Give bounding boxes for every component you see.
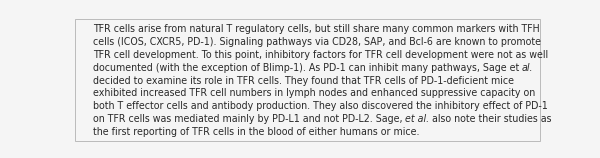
- Text: TFR cells arise from natural T regulatory cells, but still share many common mar: TFR cells arise from natural T regulator…: [92, 24, 539, 34]
- Text: cells (ICOS, CXCR5, PD-1). Signaling pathways via CD28, SAP, and Bcl-6 are known: cells (ICOS, CXCR5, PD-1). Signaling pat…: [92, 37, 541, 47]
- Text: documented (with the exception of Blimp-1). As PD-1 can inhibit many pathways, S: documented (with the exception of Blimp-…: [92, 63, 522, 73]
- FancyBboxPatch shape: [75, 19, 540, 141]
- Text: the first reporting of TFR cells in the blood of either humans or mice.: the first reporting of TFR cells in the …: [92, 127, 419, 137]
- Text: TFR cell development. To this point, inhibitory factors for TFR cell development: TFR cell development. To this point, inh…: [92, 50, 548, 60]
- Text: on TFR cells was mediated mainly by PD-L1 and not PD-L2. Sage,: on TFR cells was mediated mainly by PD-L…: [92, 114, 405, 124]
- Text: al.: al.: [522, 63, 533, 73]
- Text: exhibited increased TFR cell numbers in lymph nodes and enhanced suppressive cap: exhibited increased TFR cell numbers in …: [92, 88, 535, 98]
- Text: decided to examine its role in TFR cells. They found that TFR cells of PD-1-defi: decided to examine its role in TFR cells…: [92, 76, 514, 85]
- Text: both T effector cells and antibody production. They also discovered the inhibito: both T effector cells and antibody produ…: [92, 101, 547, 111]
- Text: also note their studies as: also note their studies as: [429, 114, 552, 124]
- Text: et al.: et al.: [405, 114, 429, 124]
